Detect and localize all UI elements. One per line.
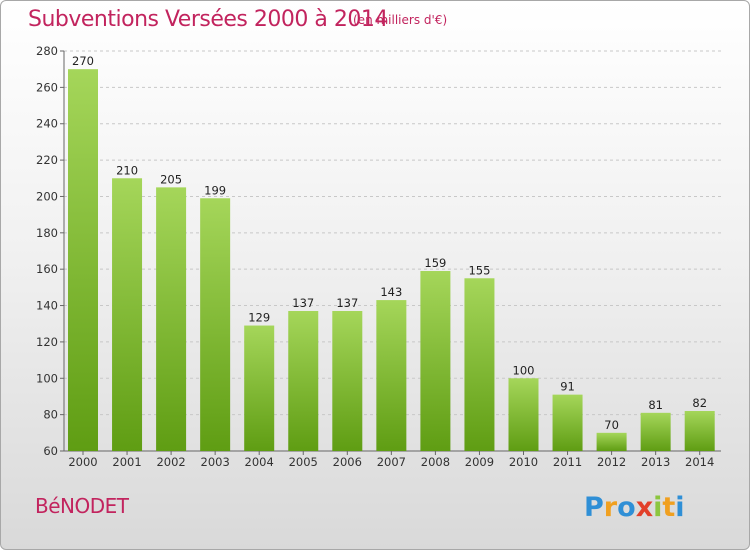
x-tick-label: 2000 xyxy=(68,455,97,469)
bar xyxy=(288,311,319,451)
data-label: 205 xyxy=(160,172,182,186)
x-tick-label: 2011 xyxy=(553,455,582,469)
axes: 60 80 100 120 140 160 180 200 220 240 260 280 2000 20… xyxy=(36,44,721,469)
y-tick-label: 180 xyxy=(36,226,58,240)
data-label: 137 xyxy=(336,296,358,310)
commune-name: BéNODET xyxy=(35,494,129,518)
y-tick-label: 80 xyxy=(43,408,58,422)
y-tick-label: 200 xyxy=(36,189,58,203)
data-label: 91 xyxy=(560,380,575,394)
y-tick-label: 240 xyxy=(36,117,58,131)
data-label: 100 xyxy=(513,363,535,377)
x-tick-label: 2003 xyxy=(201,455,230,469)
y-tick-label: 280 xyxy=(36,44,58,58)
bar xyxy=(684,411,715,451)
x-tick-label: 2009 xyxy=(465,455,494,469)
y-tick-label: 260 xyxy=(36,80,58,94)
bar xyxy=(200,198,231,451)
bar xyxy=(68,69,98,451)
x-tick-label: 2012 xyxy=(597,455,626,469)
data-label: 155 xyxy=(468,263,490,277)
y-tick-label: 160 xyxy=(36,262,58,276)
data-label: 81 xyxy=(648,398,663,412)
chart-title: Subventions Versées 2000 à 2014 xyxy=(28,7,388,32)
x-tick-label: 2001 xyxy=(112,455,141,469)
data-label: 82 xyxy=(692,396,707,410)
y-tick-label: 220 xyxy=(36,153,58,167)
bar xyxy=(376,300,407,451)
x-tick-label: 2004 xyxy=(245,455,274,469)
x-tick-label: 2005 xyxy=(289,455,318,469)
bar xyxy=(420,271,451,451)
proxiti-logo: Proxiti xyxy=(584,492,685,523)
bar xyxy=(596,432,627,451)
chart-subtitle: (en milliers d'€) xyxy=(353,13,448,27)
data-label: 70 xyxy=(604,418,619,432)
bar xyxy=(332,311,363,451)
y-tick-label: 120 xyxy=(36,335,58,349)
y-tick-label: 60 xyxy=(43,444,58,458)
data-label: 199 xyxy=(204,183,226,197)
data-label: 137 xyxy=(292,296,314,310)
data-label: 129 xyxy=(248,311,270,325)
data-labels: 270 210 205 199 129 137 137 143 159 155 100 91 70 81 8… xyxy=(72,54,707,432)
x-tick-label: 2002 xyxy=(156,455,185,469)
x-tick-label: 2006 xyxy=(333,455,362,469)
data-label: 210 xyxy=(116,163,138,177)
x-tick-label: 2008 xyxy=(421,455,450,469)
bars xyxy=(68,69,715,452)
bar xyxy=(508,378,539,451)
bar xyxy=(640,412,671,451)
x-tick-label: 2007 xyxy=(377,455,406,469)
bar xyxy=(464,278,495,451)
x-tick-label: 2010 xyxy=(509,455,538,469)
bar xyxy=(244,325,275,451)
svg-text:Proxiti: Proxiti xyxy=(584,492,685,523)
y-tick-label: 140 xyxy=(36,299,58,313)
data-label: 270 xyxy=(72,54,94,68)
y-tick-label: 100 xyxy=(36,371,58,385)
x-tick-label: 2013 xyxy=(641,455,670,469)
data-label: 159 xyxy=(424,256,446,270)
data-label: 143 xyxy=(380,285,402,299)
bar xyxy=(156,187,187,451)
bar xyxy=(112,178,143,452)
x-tick-label: 2014 xyxy=(685,455,714,469)
bar xyxy=(552,394,583,451)
